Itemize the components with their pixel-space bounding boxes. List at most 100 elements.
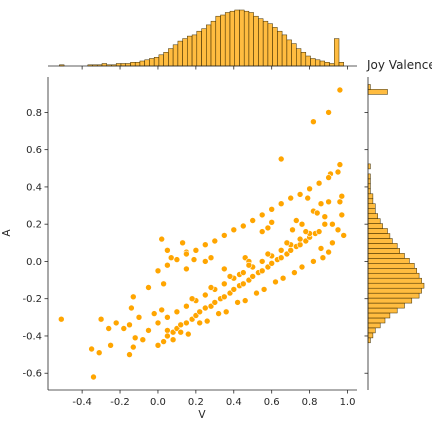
top-hist-bar	[315, 59, 321, 67]
scatter-point	[202, 258, 209, 265]
scatter-point	[268, 219, 276, 226]
scatter-point	[325, 198, 332, 206]
top-hist-bar	[248, 12, 254, 67]
y-tick-label: -0.2	[22, 294, 42, 305]
scatter-point	[298, 263, 306, 271]
scatter-point	[291, 269, 298, 276]
scatter-point	[310, 258, 317, 265]
axes	[47, 77, 357, 391]
right-hist-bar	[367, 233, 391, 239]
scatter-point	[296, 235, 304, 243]
y-tick-label: -0.6	[22, 369, 42, 380]
right-hist-bar	[367, 218, 381, 224]
top-hist-bar	[177, 40, 183, 67]
scatter-point	[289, 226, 296, 234]
top-hist-bar	[300, 52, 307, 67]
right-hist-bar	[367, 208, 376, 214]
right-hist-bar	[367, 223, 383, 229]
scatter-point	[249, 273, 256, 280]
top-hist-bar	[220, 14, 226, 67]
y-tick-label: 0.8	[26, 108, 42, 119]
scatter-point	[277, 155, 285, 163]
scatter-point	[203, 317, 211, 325]
y-tick-label: 0.0	[26, 257, 42, 268]
scatter-point	[249, 217, 256, 224]
scatter-point	[160, 280, 167, 288]
right-hist-bar	[367, 312, 391, 319]
scatter-point	[183, 319, 190, 327]
scatter-point	[221, 232, 228, 239]
scatter-point	[154, 267, 162, 275]
scatter-point	[90, 373, 97, 381]
scatter-point	[221, 280, 228, 288]
scatter-point	[167, 254, 175, 262]
scatter-point	[177, 328, 184, 336]
scatter-point	[302, 228, 310, 235]
top-hist-bar	[191, 34, 198, 67]
x-tick-label: -0.2	[110, 397, 130, 408]
scatter-point	[202, 304, 209, 312]
top-hist-bar	[324, 62, 330, 67]
scatter-point	[126, 321, 133, 329]
scatter-point	[145, 327, 152, 334]
scatter-point	[279, 274, 287, 282]
scatter-point	[287, 247, 295, 254]
top-hist-bar	[319, 60, 325, 67]
scatter-point	[154, 319, 162, 327]
right-hist-bar	[367, 258, 410, 264]
scatter-point	[336, 161, 344, 168]
top-hist-bar	[172, 44, 179, 67]
scatter-point	[207, 254, 215, 262]
scatter-point	[329, 220, 336, 228]
scatter-point	[317, 245, 325, 252]
top-hist-bar	[239, 9, 245, 67]
right-hist-bar	[367, 282, 425, 289]
scatter-point	[317, 200, 325, 207]
top-hist-bar	[224, 12, 231, 67]
scatter-point	[169, 336, 177, 344]
scatter-point	[222, 308, 230, 316]
scatter-point	[150, 310, 158, 317]
x-tick-label: 0.0	[150, 397, 166, 408]
scatter-point	[173, 308, 181, 316]
right-hist-bar	[367, 193, 374, 200]
scatter-point	[283, 239, 291, 247]
top-hist-bar	[149, 58, 155, 67]
top-hist-bar	[338, 62, 344, 67]
scatter-point	[112, 319, 120, 327]
top-hist-bar	[296, 48, 302, 67]
scatter-point	[315, 179, 323, 187]
top-hist-bar	[196, 30, 202, 67]
right-hist-bar	[367, 89, 388, 95]
top-hist-bar	[182, 38, 188, 67]
right-hist-bar	[367, 238, 393, 244]
top-hist-bar	[267, 23, 273, 67]
top-hist-bar	[262, 20, 269, 67]
scatter-point	[57, 315, 65, 323]
scatter-point	[179, 239, 186, 247]
scatter-point	[202, 291, 209, 299]
scatter-point	[230, 226, 238, 234]
scatter-point	[221, 265, 228, 273]
scatter-point	[292, 217, 300, 224]
x-tick-label: 1.0	[340, 397, 356, 408]
top-hist-bar	[168, 48, 174, 67]
right-hist-bar	[367, 248, 400, 254]
scatter-point	[319, 254, 327, 262]
right-hist-bar	[367, 213, 378, 219]
right-hist-bar	[367, 228, 388, 234]
scatter-point	[306, 185, 313, 193]
top-hist-bar	[253, 15, 259, 67]
scatter-point	[240, 269, 247, 276]
x-tick-label: 0.8	[302, 397, 318, 408]
right-hist-bar	[367, 203, 376, 209]
scatter-point	[272, 278, 279, 286]
scatter-point	[241, 297, 249, 304]
scatter-point	[97, 315, 105, 323]
scatter-point	[315, 228, 323, 235]
scatter-point	[130, 343, 137, 351]
top-hist-bar	[215, 15, 221, 67]
scatter-point	[268, 259, 276, 267]
scatter-point	[240, 280, 247, 288]
